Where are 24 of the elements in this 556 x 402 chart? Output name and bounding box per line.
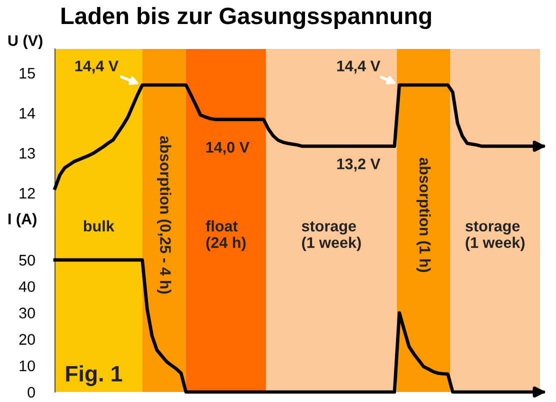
y-axis-title: I (A) [8,213,36,228]
y-tick-label: 10 [20,360,35,372]
y-tick-label: 13 [20,148,35,159]
annotation: storage (1 week) [302,221,361,252]
annotation: 14,4 V [75,60,118,74]
y-tick-label: 0 [28,386,35,398]
annotation: Fig. 1 [66,365,122,386]
annotation: bulk [84,220,114,232]
annotation: 14,4 V [337,60,380,74]
y-tick-label: 40 [18,281,35,292]
y-tick-label: 20 [19,334,35,345]
y-tick-label: 12 [20,188,35,199]
annotation: absorption (0,25 - 4 h) [157,136,172,294]
y-tick-label: 14 [20,108,36,119]
y-axis-title: U (V) [8,34,42,49]
y-tick-label: 50 [19,254,35,266]
chart-title: Laden bis zur Gasungsspannung [62,6,431,30]
annotation: float (24 h) [206,220,246,252]
annotation: 14,0 V [206,142,250,155]
annotation: storage (1 week) [466,221,525,252]
annotation: 13,2 V [337,158,380,172]
y-tick-label: 15 [20,68,35,79]
y-tick-label: 30 [19,308,35,318]
annotation: absorption (1 h) [416,158,431,272]
